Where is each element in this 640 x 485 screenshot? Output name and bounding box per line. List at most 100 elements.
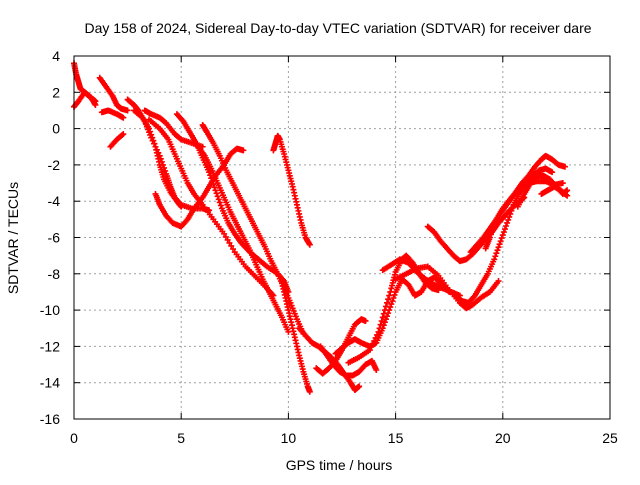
x-tick-label: 20 bbox=[495, 430, 511, 446]
grid bbox=[74, 56, 610, 419]
axis-ticks: 0 5 10 15 20 25 -16 -14 -12 -10 -8 -6 -4 -2 0 2 4 bbox=[40, 48, 618, 446]
data-point bbox=[379, 314, 386, 321]
data-point bbox=[217, 202, 224, 209]
data-point bbox=[372, 334, 379, 341]
data-point bbox=[486, 234, 493, 241]
data-point bbox=[378, 317, 385, 324]
y-tick-label: 0 bbox=[52, 121, 60, 137]
data-point bbox=[381, 307, 388, 314]
y-tick-label: -4 bbox=[48, 193, 61, 209]
series-track-5 bbox=[107, 131, 127, 150]
data-point bbox=[501, 226, 508, 233]
y-tick-label: 2 bbox=[52, 84, 60, 100]
data-point bbox=[387, 288, 394, 295]
data-point bbox=[146, 125, 153, 132]
series-track-15 bbox=[278, 279, 313, 395]
data-point bbox=[507, 210, 514, 217]
data-point bbox=[494, 247, 501, 254]
series-track-4 bbox=[98, 107, 127, 121]
data-point bbox=[493, 250, 500, 257]
data-point bbox=[386, 292, 393, 299]
data-point bbox=[492, 219, 499, 226]
series-track-13 bbox=[195, 143, 292, 335]
data-point bbox=[228, 242, 235, 249]
series-track-18 bbox=[317, 343, 380, 379]
data-point bbox=[222, 233, 229, 240]
series-track-9 bbox=[146, 116, 277, 299]
data-point bbox=[390, 295, 397, 301]
data-point bbox=[150, 137, 157, 144]
data-point bbox=[215, 196, 222, 203]
data-point bbox=[362, 317, 369, 324]
data-point bbox=[216, 199, 223, 206]
data-point bbox=[376, 325, 383, 332]
data-point bbox=[489, 228, 496, 235]
data-point bbox=[491, 222, 498, 229]
series-track-24 bbox=[452, 165, 556, 306]
data-point bbox=[210, 181, 217, 188]
data-point bbox=[373, 366, 380, 373]
x-tick-label: 25 bbox=[602, 430, 618, 446]
data-point bbox=[496, 241, 503, 248]
data-point bbox=[221, 230, 228, 237]
data-point bbox=[563, 191, 570, 198]
data-point bbox=[213, 190, 220, 197]
data-point bbox=[500, 229, 507, 236]
y-tick-label: -16 bbox=[40, 411, 60, 427]
chart-title: Day 158 of 2024, Sidereal Day-to-day VTE… bbox=[84, 20, 591, 36]
data-point bbox=[499, 232, 506, 239]
x-axis-title: GPS time / hours bbox=[286, 457, 393, 473]
data-point bbox=[559, 180, 566, 187]
data-point bbox=[391, 291, 398, 298]
series-track-12 bbox=[199, 121, 307, 337]
data-point bbox=[230, 245, 237, 252]
data-point bbox=[224, 236, 231, 243]
x-tick-label: 10 bbox=[281, 430, 297, 446]
data-point bbox=[384, 299, 391, 306]
data-point bbox=[492, 253, 499, 260]
series-track-28 bbox=[538, 183, 571, 199]
data-point bbox=[119, 131, 126, 138]
data-point bbox=[564, 192, 571, 199]
data-point bbox=[549, 169, 556, 176]
y-tick-label: -8 bbox=[48, 266, 61, 282]
data-point bbox=[505, 216, 512, 223]
data-point bbox=[382, 316, 389, 323]
data-point bbox=[488, 231, 495, 238]
data-point bbox=[381, 319, 388, 326]
data-point bbox=[564, 187, 571, 194]
data-point bbox=[509, 204, 516, 211]
data-point bbox=[498, 235, 505, 242]
data-point bbox=[384, 313, 391, 320]
data-point bbox=[306, 241, 313, 248]
data-point bbox=[508, 207, 515, 214]
data-point bbox=[120, 131, 127, 138]
data-point bbox=[503, 223, 510, 230]
data-point bbox=[211, 184, 218, 191]
data-point bbox=[92, 102, 99, 109]
data-point bbox=[162, 167, 169, 174]
data-point bbox=[375, 328, 382, 335]
data-point bbox=[377, 321, 384, 328]
series-track-7 bbox=[131, 107, 185, 210]
data-point bbox=[356, 383, 363, 390]
series-track-22 bbox=[392, 263, 502, 312]
data-point bbox=[388, 301, 395, 308]
data-point bbox=[226, 239, 233, 246]
data-point bbox=[285, 328, 292, 335]
data-point bbox=[151, 140, 158, 147]
data-point bbox=[306, 388, 313, 395]
data-point bbox=[382, 303, 389, 310]
y-tick-label: 4 bbox=[52, 48, 60, 64]
series-track-14 bbox=[270, 132, 313, 248]
data-point bbox=[206, 169, 213, 176]
data-point bbox=[369, 340, 376, 347]
data-point bbox=[497, 238, 504, 245]
x-tick-label: 5 bbox=[177, 430, 185, 446]
data-point bbox=[506, 213, 513, 220]
data-point bbox=[389, 298, 396, 305]
data-point bbox=[366, 347, 373, 354]
data-point bbox=[374, 331, 381, 338]
